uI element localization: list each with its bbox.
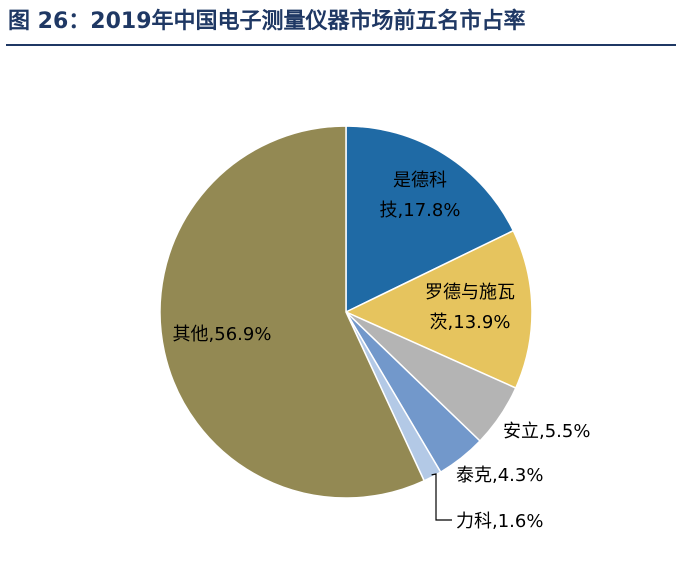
pie-label-3: 安立,5.5%	[503, 421, 590, 442]
pie-label-2: 罗德与施瓦茨,13.9%	[425, 282, 515, 333]
figure-title: 图 26：2019年中国电子测量仪器市场前五名市占率	[8, 9, 526, 34]
pie-slice-6	[159, 125, 426, 499]
pie-leader-line-5	[431, 473, 452, 521]
pie-label-6: 其他,56.9%	[173, 324, 272, 345]
pie-label-5: 力科,1.6%	[456, 511, 543, 532]
pie-label-1: 是德科技,17.8%	[380, 170, 461, 221]
pie-label-4: 泰克,4.3%	[456, 465, 543, 486]
title-divider	[6, 44, 676, 46]
pie-slice-1	[345, 125, 515, 314]
pie-slice-2	[344, 229, 533, 390]
